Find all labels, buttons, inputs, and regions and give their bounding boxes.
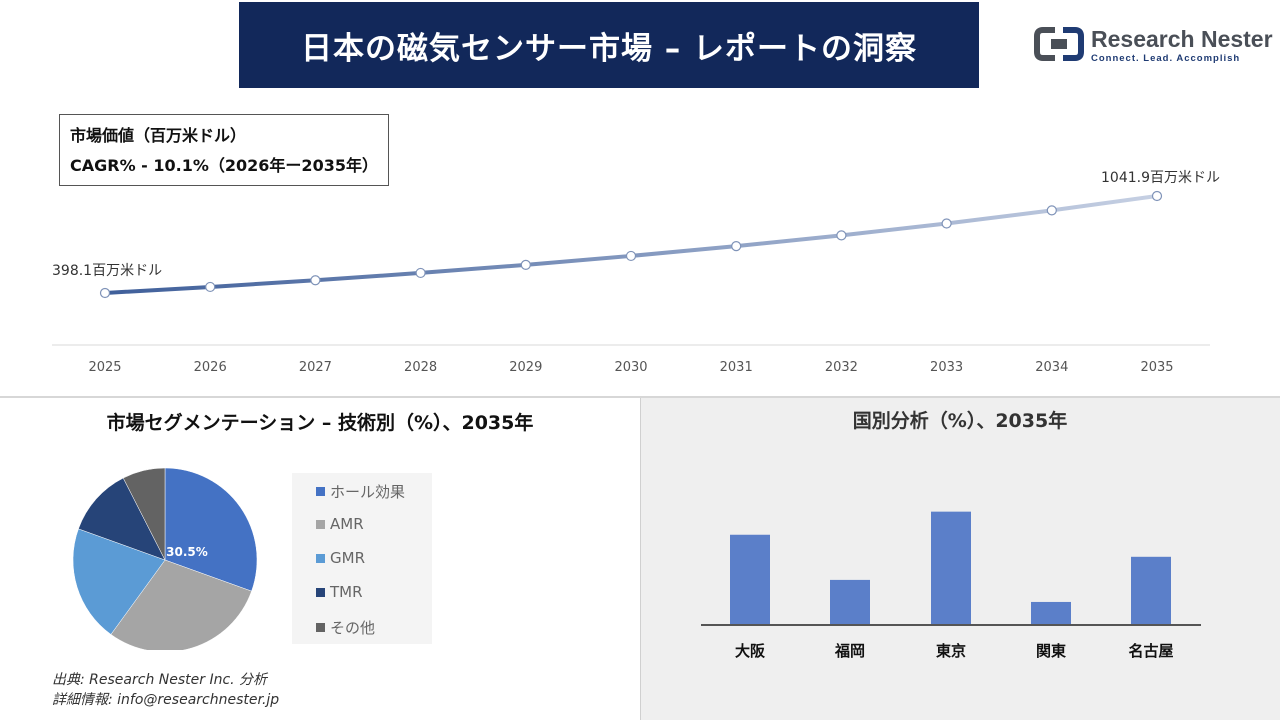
- line-point-2032: [836, 230, 847, 241]
- pie-legend: ホール効果 AMR GMR TMR その他: [292, 473, 432, 644]
- end-value-label: 1041.9百万米ドル: [1101, 170, 1220, 186]
- page-title: 日本の磁気センサー市場 – レポートの洞察: [300, 30, 918, 67]
- x-tick-label-2032: 2032: [825, 360, 858, 375]
- legend-item-0: ホール効果: [316, 481, 405, 502]
- line-point-2035: [1151, 190, 1163, 202]
- x-tick-label-2025: 2025: [88, 360, 121, 375]
- pie-slice-3: [78, 477, 166, 561]
- x-tick-label-2030: 2030: [614, 360, 647, 375]
- kpi-market-value-label: 市場価値（百万米ドル）: [70, 126, 247, 145]
- bar-category-label-3: 関東: [1036, 642, 1066, 660]
- technology-pie-chart: 30.5%: [72, 467, 258, 650]
- bar-4: [1131, 556, 1171, 624]
- source-note: 出典: Research Nester Inc. 分析 詳細情報: info@r…: [52, 670, 279, 710]
- line-point-2033: [941, 218, 952, 229]
- market-value-line: [103, 194, 1159, 295]
- x-tick-label-2033: 2033: [930, 360, 963, 375]
- title-banner: 日本の磁気センサー市場 – レポートの洞察: [239, 2, 979, 88]
- legend-label: その他: [330, 619, 376, 637]
- line-point-2027: [310, 275, 321, 286]
- legend-label: ホール効果: [330, 483, 406, 501]
- legend-swatch: [316, 587, 325, 597]
- line-point-2031: [731, 241, 742, 252]
- contact-line: 詳細情報: info@researchnester.jp: [52, 692, 280, 708]
- legend-label: GMR: [330, 549, 365, 567]
- x-tick-label-2028: 2028: [404, 360, 437, 375]
- bar-category-label-1: 福岡: [834, 642, 865, 660]
- line-point-2026: [205, 281, 216, 293]
- pie-slice-4: [122, 467, 166, 561]
- line-point-2034: [1046, 205, 1057, 216]
- legend-item-2: GMR: [316, 549, 365, 567]
- logo-tagline: Connect. Lead. Accomplish: [1091, 53, 1241, 64]
- legend-swatch: [316, 487, 325, 496]
- logo-mark-icon: [1034, 27, 1084, 61]
- line-point-2025: [99, 287, 111, 299]
- legend-swatch: [316, 519, 325, 529]
- pie-slice-0: [164, 467, 258, 592]
- segmentation-title: 市場セグメンテーション – 技術別（%）、2035年: [106, 412, 534, 434]
- x-tick-label-2031: 2031: [720, 360, 753, 375]
- pie-data-label: 30.5%: [166, 545, 208, 559]
- start-value-label: 398.1百万米ドル: [52, 263, 162, 279]
- line-point-2030: [625, 250, 637, 262]
- bar-3: [1031, 601, 1071, 624]
- country-bar-chart: 大阪 福岡 東京 関東 名古屋: [701, 511, 1201, 660]
- bar-1: [830, 579, 870, 624]
- x-tick-label-2026: 2026: [194, 360, 227, 375]
- legend-swatch: [316, 623, 325, 632]
- bar-category-label-4: 名古屋: [1128, 642, 1173, 660]
- x-tick-label-2029: 2029: [509, 360, 542, 375]
- legend-item-1: AMR: [316, 515, 364, 533]
- legend-label: AMR: [330, 515, 364, 533]
- legend-label: TMR: [330, 583, 363, 601]
- bar-category-label-2: 東京: [936, 642, 966, 660]
- x-tick-label-2035: 2035: [1140, 360, 1173, 375]
- legend-item-4: その他: [316, 617, 375, 638]
- bar-0: [730, 534, 770, 624]
- market-value-line-chart: 2025 2026 2027 2028 2029 2030 2031 2032 2033 2034…: [52, 170, 1220, 375]
- country-analysis-title: 国別分析（%）、2035年: [852, 410, 1068, 432]
- source-line: 出典: Research Nester Inc. 分析: [52, 672, 268, 688]
- kpi-box: 市場価値（百万米ドル） CAGR% - 10.1%（2026年ー2035年）: [59, 114, 389, 186]
- logo-brand: Research Nester: [1091, 26, 1273, 52]
- bar-category-label-0: 大阪: [735, 642, 766, 660]
- pie-slice-2: [72, 528, 166, 635]
- kpi-cagr-label: CAGR% - 10.1%（2026年ー2035年）: [70, 156, 378, 175]
- legend-item-3: TMR: [316, 583, 363, 601]
- line-point-2028: [415, 267, 426, 279]
- bar-2: [931, 511, 971, 624]
- legend-swatch: [316, 553, 325, 563]
- section-divider: [0, 396, 1280, 398]
- pie-slice-1: [110, 559, 252, 650]
- x-tick-label-2027: 2027: [299, 360, 332, 375]
- x-tick-label-2034: 2034: [1035, 360, 1068, 375]
- line-point-2029: [520, 259, 531, 270]
- research-nester-logo: Research Nester Connect. Lead. Accomplis…: [1033, 24, 1273, 68]
